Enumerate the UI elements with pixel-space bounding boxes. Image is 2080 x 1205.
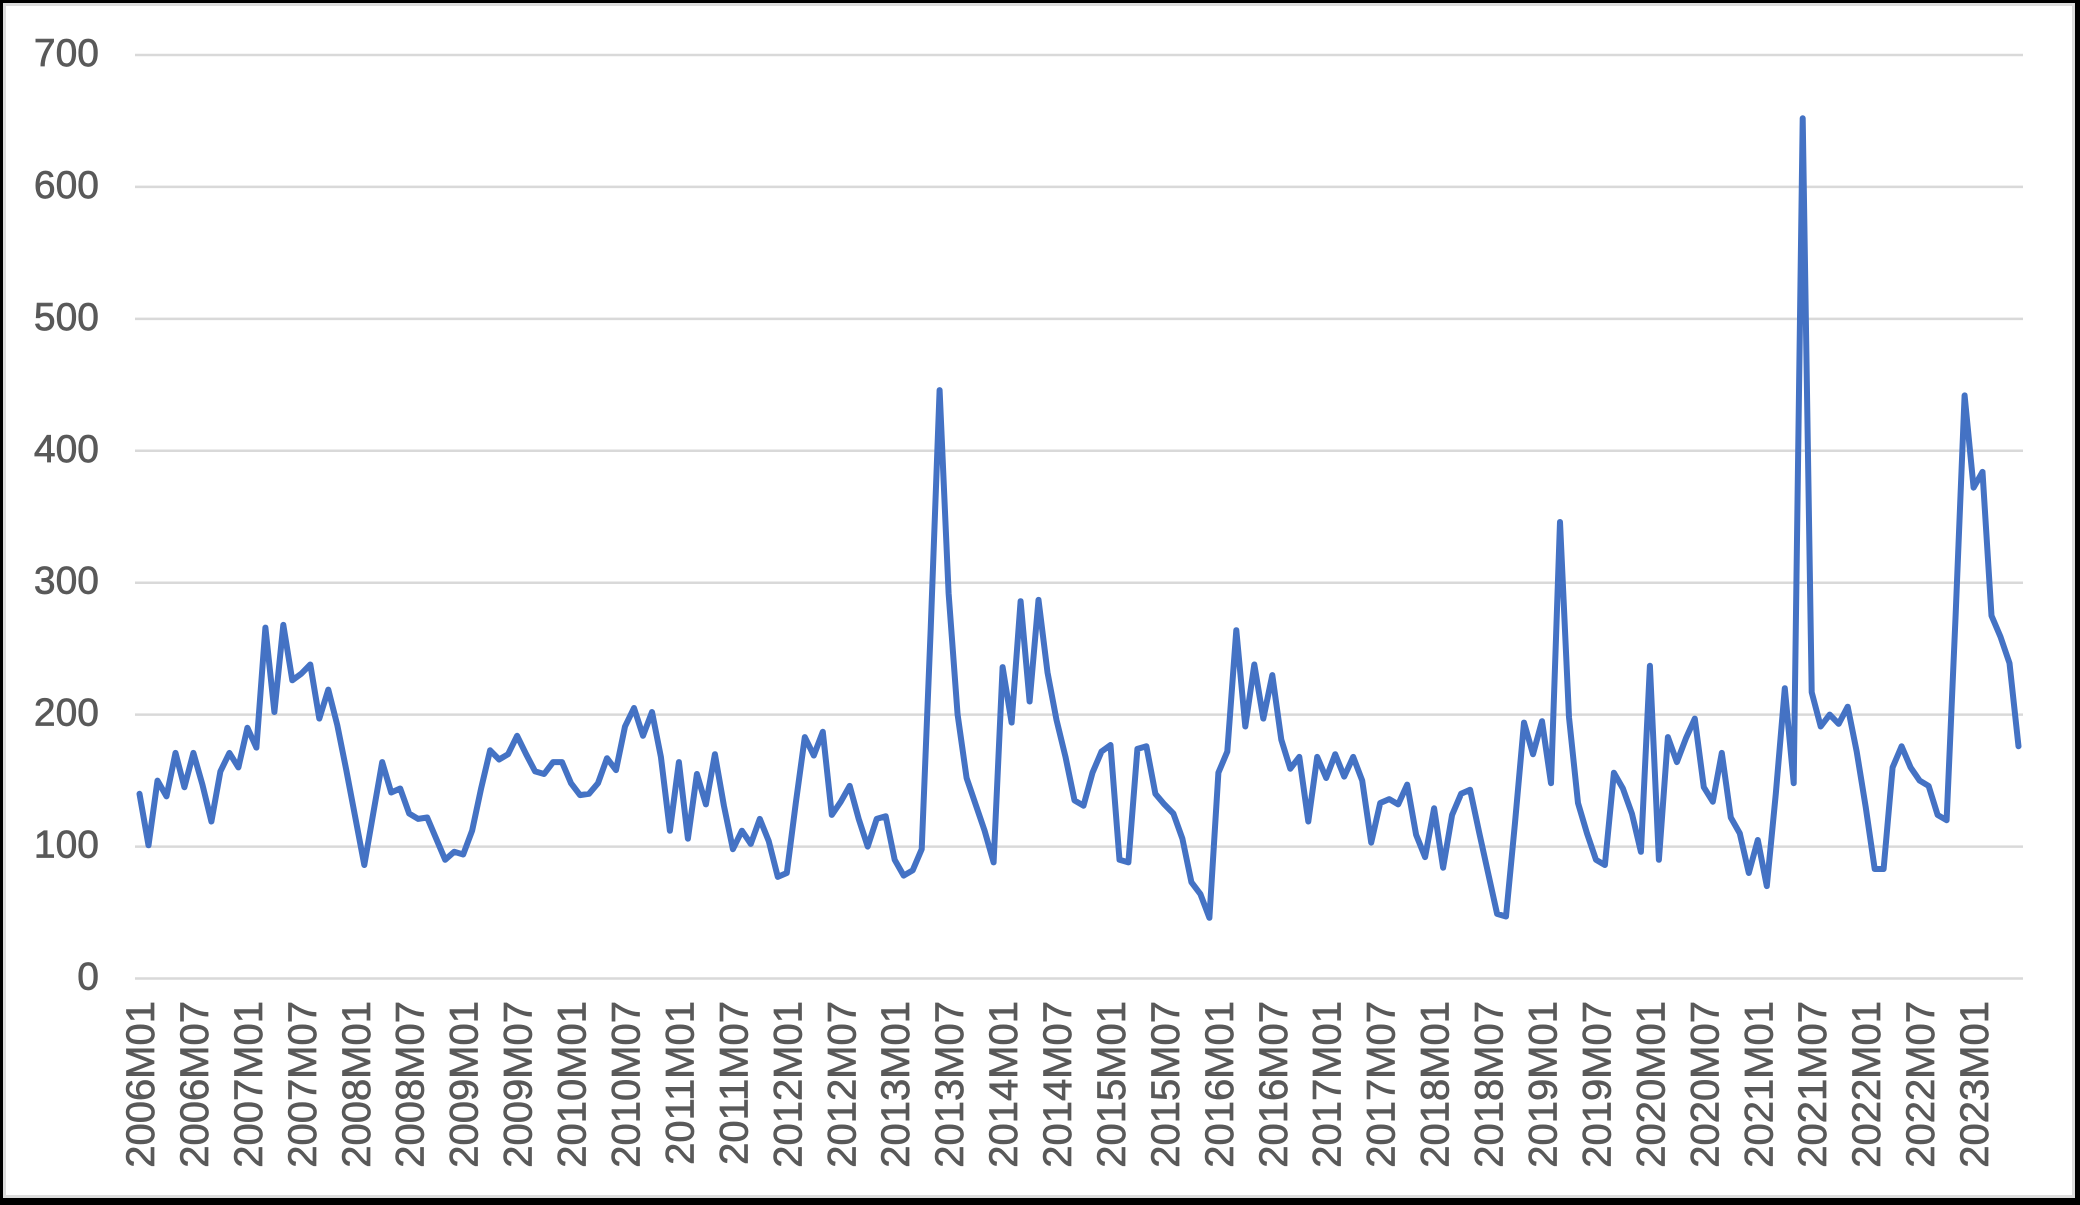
svg-text:2006M01: 2006M01 (119, 1001, 163, 1168)
svg-text:100: 100 (34, 824, 99, 867)
svg-text:2017M07: 2017M07 (1360, 1001, 1404, 1168)
svg-text:700: 700 (34, 32, 99, 75)
svg-text:2018M07: 2018M07 (1468, 1001, 1512, 1168)
svg-text:2019M01: 2019M01 (1522, 1001, 1566, 1168)
svg-text:2016M01: 2016M01 (1198, 1001, 1242, 1168)
svg-text:2013M07: 2013M07 (928, 1001, 972, 1168)
svg-text:2014M07: 2014M07 (1036, 1001, 1080, 1168)
svg-text:2012M01: 2012M01 (766, 1001, 810, 1168)
svg-text:2009M07: 2009M07 (497, 1001, 541, 1168)
svg-text:2022M07: 2022M07 (1899, 1001, 1943, 1168)
svg-text:2015M07: 2015M07 (1144, 1001, 1188, 1168)
svg-text:2020M01: 2020M01 (1629, 1001, 1673, 1168)
svg-text:2022M01: 2022M01 (1845, 1001, 1889, 1168)
svg-text:2008M01: 2008M01 (335, 1001, 379, 1168)
svg-text:400: 400 (34, 428, 99, 471)
svg-text:2014M01: 2014M01 (982, 1001, 1026, 1168)
svg-text:600: 600 (34, 164, 99, 207)
svg-text:2009M01: 2009M01 (443, 1001, 487, 1168)
svg-text:2016M07: 2016M07 (1252, 1001, 1296, 1168)
svg-text:2010M07: 2010M07 (605, 1001, 649, 1168)
svg-text:500: 500 (34, 296, 99, 339)
svg-text:2018M01: 2018M01 (1414, 1001, 1458, 1168)
svg-text:2019M07: 2019M07 (1576, 1001, 1620, 1168)
svg-text:2021M01: 2021M01 (1737, 1001, 1781, 1168)
svg-text:300: 300 (34, 560, 99, 603)
svg-text:2015M01: 2015M01 (1090, 1001, 1134, 1168)
svg-text:2012M07: 2012M07 (820, 1001, 864, 1168)
svg-text:0: 0 (77, 956, 99, 999)
svg-text:2020M07: 2020M07 (1683, 1001, 1727, 1168)
svg-text:2006M07: 2006M07 (173, 1001, 217, 1168)
svg-text:200: 200 (34, 692, 99, 735)
svg-text:2007M07: 2007M07 (281, 1001, 325, 1168)
svg-text:2010M01: 2010M01 (551, 1001, 595, 1168)
svg-text:2023M01: 2023M01 (1953, 1001, 1997, 1168)
svg-text:2013M01: 2013M01 (874, 1001, 918, 1168)
svg-text:2007M01: 2007M01 (227, 1001, 271, 1168)
svg-text:2021M07: 2021M07 (1791, 1001, 1835, 1168)
svg-text:2017M01: 2017M01 (1306, 1001, 1350, 1168)
svg-text:2011M07: 2011M07 (712, 1001, 756, 1165)
svg-text:2008M07: 2008M07 (389, 1001, 433, 1168)
svg-text:2011M01: 2011M01 (658, 1001, 702, 1165)
